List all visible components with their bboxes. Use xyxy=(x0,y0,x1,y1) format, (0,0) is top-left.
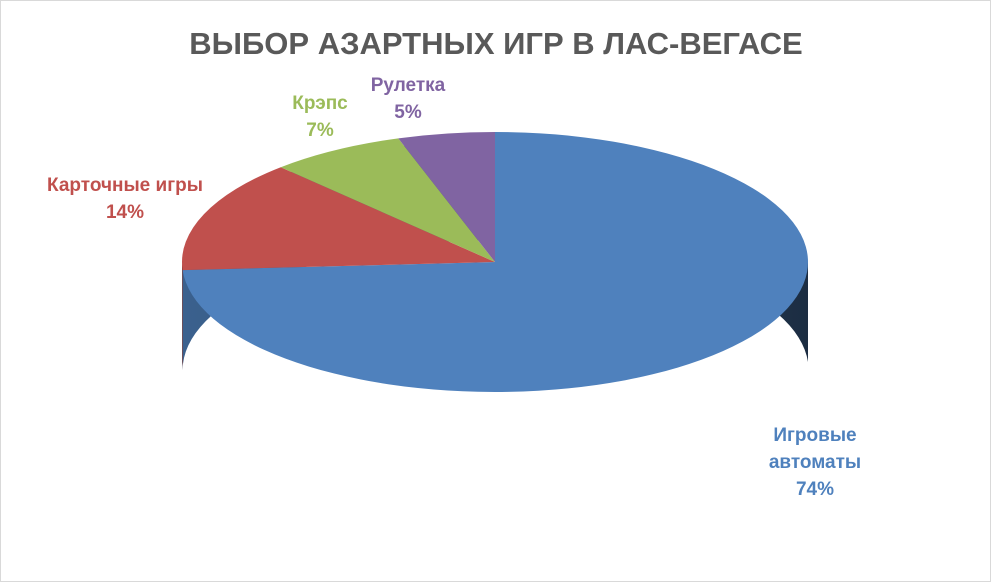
data-label: Рулетка 5% xyxy=(358,72,458,126)
value-label: 74% xyxy=(795,479,835,500)
category-label: Карточные игры xyxy=(47,175,203,196)
data-label: Карточные игры 14% xyxy=(25,172,225,226)
data-label: Игровые автоматы 74% xyxy=(760,422,870,503)
slice-side xyxy=(182,262,183,371)
chart-title: ВЫБОР АЗАРТНЫХ ИГР В ЛАС-ВЕГАСЕ xyxy=(189,26,803,61)
category-label: Игровые автоматы xyxy=(768,425,862,473)
category-label: Рулетка xyxy=(370,75,446,96)
category-label: Крэпс xyxy=(292,93,348,114)
value-label: 14% xyxy=(105,202,145,223)
value-label: 5% xyxy=(394,102,422,123)
slice xyxy=(182,132,809,393)
slice xyxy=(398,132,495,262)
value-label: 7% xyxy=(306,120,334,141)
data-label: Крэпс 7% xyxy=(275,90,365,144)
slice xyxy=(181,167,495,271)
slice xyxy=(280,138,495,262)
